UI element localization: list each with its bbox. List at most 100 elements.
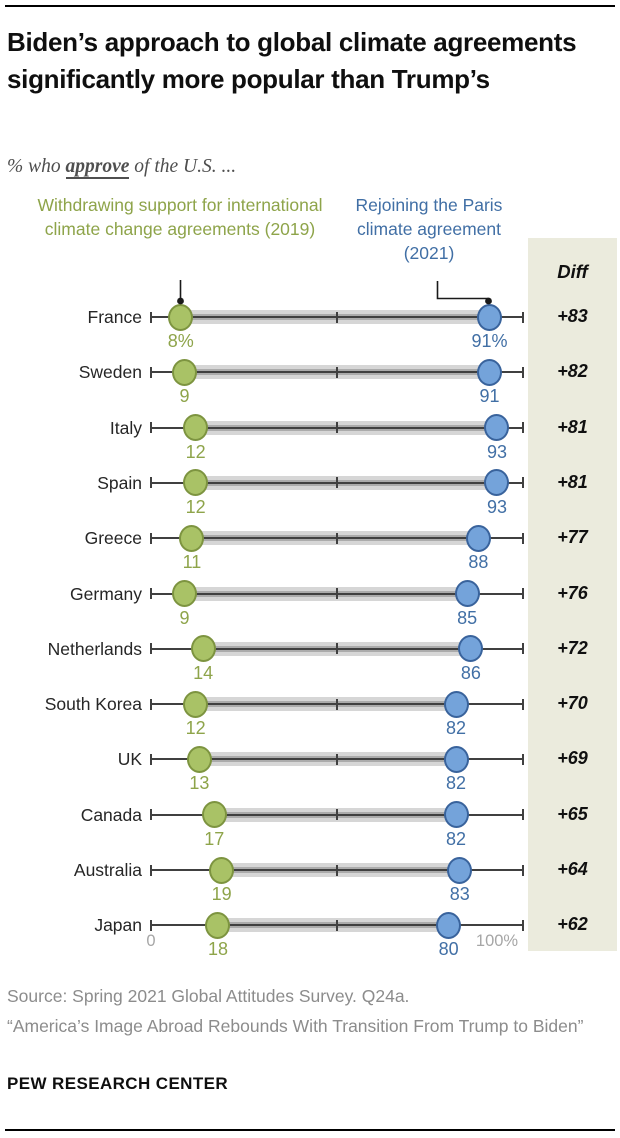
- diff-column-header: Diff: [557, 261, 588, 282]
- withdraw-2019-value: 11: [182, 552, 202, 573]
- rejoin-2021-value: 82: [446, 828, 467, 849]
- subtitle-suffix: of the U.S. ...: [129, 156, 237, 177]
- axis-tick: [150, 643, 152, 655]
- rejoin-2021-value: 85: [457, 607, 478, 628]
- rejoin-2021-dot: [458, 635, 484, 663]
- withdraw-2019-value: 12: [185, 718, 206, 739]
- withdraw-2019-dot: [171, 358, 197, 386]
- axis-tick: [336, 588, 338, 599]
- subtitle-emphasis: approve: [65, 156, 130, 179]
- rejoin-2021-dot: [454, 580, 480, 607]
- diff-value: +70: [557, 693, 588, 714]
- withdraw-2019-value: 9: [179, 386, 190, 407]
- brand-pew-research-center: PEW RESEARCH CENTER: [7, 1074, 229, 1093]
- axis-tick: [336, 532, 338, 544]
- withdraw-2019-dot: [190, 635, 216, 663]
- axis-tick: [150, 919, 152, 931]
- withdraw-2019-value: 17: [204, 828, 225, 849]
- axis-tick: [522, 311, 524, 323]
- country-label: Spain: [97, 472, 142, 493]
- axis-tick: [336, 422, 338, 434]
- withdraw-2019-dot: [186, 745, 212, 773]
- diff-value: +65: [557, 803, 588, 824]
- axis-tick: [522, 422, 524, 434]
- withdraw-2019-value: 18: [207, 939, 228, 960]
- rejoin-2021-value: 82: [446, 718, 467, 739]
- axis-tick: [150, 809, 152, 821]
- rejoin-2021-dot: [443, 690, 469, 718]
- rejoin-2021-value: 86: [460, 662, 481, 683]
- rejoin-2021-dot: [477, 358, 503, 386]
- rejoin-2021-dot: [436, 911, 462, 939]
- axis-label-hundred: 100%: [475, 932, 519, 950]
- withdraw-2019-value: 12: [185, 496, 206, 517]
- axis-tick: [150, 753, 152, 765]
- country-label: Sweden: [78, 362, 142, 383]
- rejoin-2021-value: 82: [446, 773, 467, 794]
- country-label: South Korea: [44, 694, 142, 715]
- withdraw-2019-value: 9: [179, 607, 190, 628]
- country-label: Canada: [80, 804, 142, 825]
- axis-tick: [336, 753, 338, 765]
- diff-column-panel: [528, 238, 617, 951]
- page-title: Biden’s approach to global climate agree…: [7, 27, 577, 94]
- withdraw-2019-value: 8%: [167, 331, 194, 351]
- axis-tick: [522, 753, 524, 765]
- diff-value: +77: [557, 527, 588, 548]
- axis-tick: [150, 422, 152, 434]
- diff-value: +81: [557, 416, 588, 437]
- withdraw-2019-dot: [183, 690, 209, 718]
- axis-tick: [522, 532, 524, 544]
- rejoin-2021-value: 91: [479, 386, 500, 407]
- axis-tick: [150, 477, 152, 489]
- diff-value: +82: [557, 361, 588, 382]
- chart-subtitle: % who approve of the U.S. ...: [7, 156, 607, 179]
- country-label: Netherlands: [47, 638, 142, 659]
- bottom-divider: [5, 1129, 615, 1131]
- withdraw-2019-value: 14: [193, 662, 214, 683]
- axis-tick: [522, 919, 524, 931]
- country-label: Germany: [70, 583, 142, 604]
- withdraw-2019-value: 12: [185, 441, 206, 462]
- withdraw-2019-value: 19: [211, 884, 232, 904]
- rejoin-2021-value: 83: [449, 884, 470, 904]
- withdraw-2019-dot: [205, 911, 231, 939]
- top-divider: [5, 5, 615, 7]
- diff-value: +81: [557, 471, 588, 492]
- source-line-2: “America’s Image Abroad Rebounds With Tr…: [7, 1016, 584, 1036]
- axis-tick: [522, 477, 524, 489]
- country-label: Japan: [94, 915, 142, 936]
- axis-tick: [336, 864, 338, 876]
- diff-value: +64: [557, 859, 588, 879]
- axis-tick: [522, 864, 524, 876]
- withdraw-2019-dot: [171, 580, 197, 607]
- source-line-1: Source: Spring 2021 Global Attitudes Sur…: [7, 986, 410, 1006]
- rejoin-2021-value: 93: [486, 496, 507, 517]
- axis-tick: [336, 919, 338, 931]
- withdraw-2019-dot: [201, 801, 227, 829]
- rejoin-2021-dot: [484, 414, 510, 442]
- diff-value: +62: [557, 914, 588, 935]
- axis-tick: [336, 311, 338, 323]
- rejoin-2021-value: 88: [468, 552, 489, 573]
- rejoin-2021-value: 93: [486, 441, 507, 462]
- rejoin-2021-dot: [443, 745, 469, 773]
- axis-tick: [522, 643, 524, 655]
- axis-tick: [522, 366, 524, 378]
- axis-tick: [150, 588, 152, 599]
- axis-tick: [336, 809, 338, 821]
- legend-withdraw-2019: Withdrawing support for international cl…: [37, 195, 323, 239]
- withdraw-2019-dot: [209, 856, 235, 884]
- axis-tick: [522, 588, 524, 599]
- country-label: Greece: [84, 528, 142, 549]
- withdraw-2019-dot: [168, 303, 194, 331]
- rejoin-2021-value: 80: [438, 939, 459, 960]
- source-note: Source: Spring 2021 Global Attitudes Sur…: [7, 981, 585, 1041]
- axis-tick: [150, 311, 152, 323]
- rejoin-2021-dot: [484, 469, 510, 497]
- rejoin-2021-dot: [447, 856, 473, 884]
- axis-tick: [336, 643, 338, 655]
- country-label: Australia: [73, 860, 142, 880]
- axis-tick: [522, 698, 524, 710]
